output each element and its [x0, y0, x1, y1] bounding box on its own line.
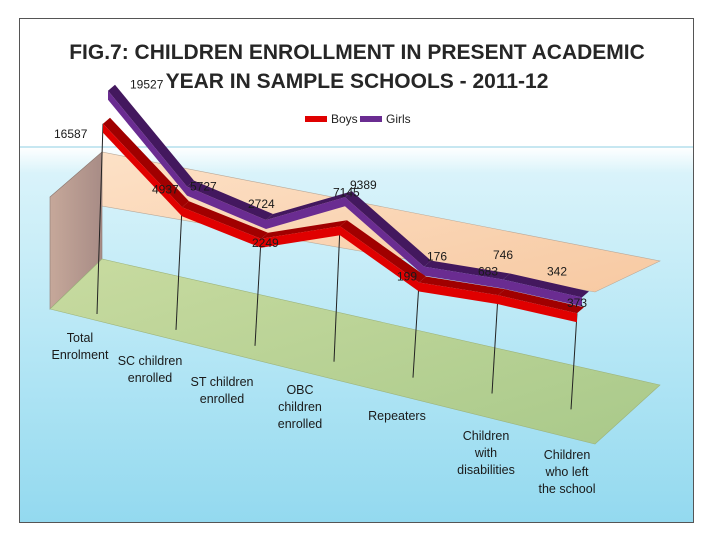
drop-line — [333, 226, 341, 362]
data-label-girls: 2724 — [248, 197, 275, 211]
series-boys-ribbon-segment — [340, 226, 419, 292]
series-boys-ribbon-top — [182, 201, 268, 239]
series-girls-ribbon-top — [266, 191, 352, 221]
data-label-boys: 7145 — [333, 185, 360, 199]
series-girls-ribbon-segment — [503, 279, 582, 307]
data-label-girls: 342 — [547, 264, 567, 278]
series-girls-ribbon-segment — [345, 197, 424, 276]
data-label-girls: 176 — [427, 250, 447, 264]
series-girls-ribbon-top — [345, 191, 431, 267]
legend-boys-swatch — [305, 116, 327, 122]
category-label: Children who left the school — [539, 448, 596, 496]
series-boys-ribbon-segment — [419, 282, 498, 305]
series-girls-ribbon-top — [503, 273, 589, 298]
series-boys-ribbon-top — [419, 276, 505, 296]
series-boys-ribbon-top — [103, 117, 189, 208]
data-label-boys: 4937 — [152, 182, 179, 196]
series-boys-ribbon-top — [261, 220, 347, 239]
category-label: Repeaters — [368, 409, 426, 423]
drop-line — [570, 313, 578, 410]
chart-svg: FIG.7: CHILDREN ENROLLMENT IN PRESENT AC… — [20, 41, 693, 522]
data-labels: 16587 4937 2249 7145 199 746 373 19527 5727 2724 9… — [54, 78, 587, 310]
data-label-girls: 9389 — [350, 178, 377, 192]
drop-line — [96, 123, 104, 315]
series-girls-ribbon-top — [108, 84, 194, 187]
data-label-boys: 746 — [493, 248, 513, 262]
chart-title-line-1: FIG.7: CHILDREN ENROLLMENT IN PRESENT AC… — [69, 41, 645, 64]
series-girls-ribbon-segment — [187, 186, 266, 230]
category-label: OBC children enrolled — [278, 383, 323, 431]
drop-line — [412, 282, 420, 378]
data-label-boys: 373 — [567, 296, 587, 310]
series-girls-ribbon-segment — [424, 266, 503, 289]
drop-line — [491, 295, 499, 394]
data-label-boys: 2249 — [252, 236, 279, 250]
series-girls-ribbon-top — [424, 260, 510, 280]
series-girls-ribbon-top — [187, 180, 273, 221]
series-boys-ribbon-segment — [498, 295, 577, 323]
data-label-girls: 5727 — [190, 180, 217, 194]
floor — [49, 258, 661, 445]
drop-line — [254, 238, 262, 346]
legend-girls-swatch — [360, 116, 382, 122]
category-label: Children with disabilities — [457, 429, 515, 477]
data-label-boys: 16587 — [54, 127, 88, 141]
data-label-girls: 19527 — [130, 78, 164, 92]
category-label: ST children enrolled — [191, 375, 254, 406]
legend: Boys Girls — [305, 112, 411, 126]
chart-title-line-2: YEAR IN SAMPLE SCHOOLS - 2011-12 — [166, 70, 549, 93]
series-boys-ribbon-segment — [261, 226, 340, 248]
series-boys-ribbon-top — [498, 289, 584, 314]
series-girls-ribbon-segment — [108, 90, 187, 196]
category-label: SC children enrolled — [118, 354, 183, 385]
series-girls-ribbon-segment — [266, 197, 345, 230]
data-label-girls: 683 — [478, 265, 498, 279]
data-label-boys: 199 — [397, 269, 417, 283]
drop-line — [175, 207, 183, 330]
series-ribbons — [103, 84, 589, 323]
series-boys-ribbon-segment — [103, 123, 182, 217]
series-boys-ribbon-segment — [182, 207, 261, 248]
legend-girls-label: Girls — [386, 112, 411, 126]
legend-boys-label: Boys — [331, 112, 358, 126]
category-labels: Total Enrolment SC children enrolled ST chil… — [52, 331, 596, 496]
chart-frame: FIG.7: CHILDREN ENROLLMENT IN PRESENT AC… — [19, 18, 694, 523]
category-label: Total Enrolment — [52, 331, 109, 362]
drop-lines — [96, 123, 578, 410]
series-boys-ribbon-top — [340, 220, 426, 283]
